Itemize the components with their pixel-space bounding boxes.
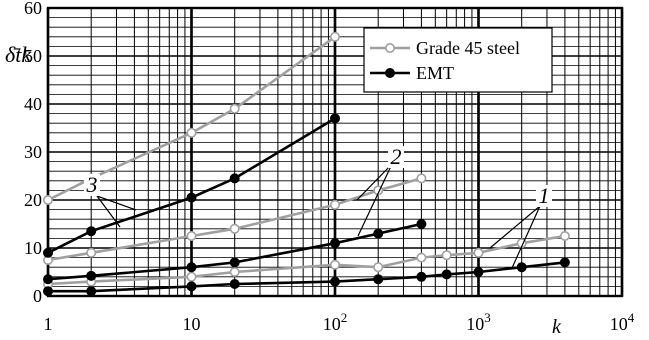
y-tick-label: 40 xyxy=(24,94,42,114)
y-tick-labels: 0 10 20 30 40 50 60 xyxy=(24,0,42,306)
x-tick-labels: 1 10 102 103 104 xyxy=(44,310,635,334)
group-2-label: 2 xyxy=(391,144,402,169)
emt-group-1-point xyxy=(473,266,484,277)
steel-group-3-point xyxy=(229,103,240,114)
emt-group-2-point xyxy=(186,262,197,273)
group-3-label: 3 xyxy=(86,172,98,197)
x-axis-label: k xyxy=(552,316,562,338)
emt-group-3-point xyxy=(86,226,97,237)
y-axis-label: δ̄tk xyxy=(5,42,32,67)
emt-group-1-point xyxy=(42,286,53,297)
steel-group-2-point xyxy=(229,223,240,234)
emt-group-3-point xyxy=(229,173,240,184)
emt-group-1-point xyxy=(229,278,240,289)
steel-group-2-point xyxy=(329,199,340,210)
emt-group-1-point xyxy=(441,269,452,280)
y-tick-label: 0 xyxy=(33,286,42,306)
emt-group-1-point xyxy=(186,281,197,292)
x-tick-label: 1 xyxy=(44,314,53,334)
steel-group-3-point xyxy=(42,195,53,206)
steel-group-1-point xyxy=(441,250,452,261)
emt-group-2-point xyxy=(229,257,240,268)
steel-group-3-point xyxy=(329,31,340,42)
group-3-label-bg xyxy=(84,174,100,196)
steel-group-1-point xyxy=(473,247,484,258)
x-tick-label: 102 xyxy=(323,310,348,334)
emt-group-1-point xyxy=(86,286,97,297)
steel-group-1-point xyxy=(559,231,570,242)
emt-group-2-point xyxy=(416,219,427,230)
emt-group-2-point xyxy=(42,274,53,285)
steel-group-2-point xyxy=(416,173,427,184)
x-tick-label: 10 xyxy=(183,314,201,334)
legend-item-emt-label: EMT xyxy=(416,63,454,83)
steel-group-2-point xyxy=(186,231,197,242)
legend-item-steel-marker xyxy=(384,42,395,53)
series-layer xyxy=(42,31,570,297)
legend-box xyxy=(363,27,553,93)
emt-group-2-point xyxy=(329,238,340,249)
group-3-leader xyxy=(96,195,137,211)
legend-item-steel-label: Grade 45 steel xyxy=(416,38,520,58)
y-tick-label: 20 xyxy=(24,190,42,210)
y-tick-label: 60 xyxy=(24,0,42,18)
steel-group-1-point xyxy=(373,262,384,273)
emt-group-1-point xyxy=(416,271,427,282)
emt-group-1-point xyxy=(329,276,340,287)
emt-group-2-point xyxy=(86,270,97,281)
emt-group-1-point xyxy=(516,262,527,273)
legend: Grade 45 steel EMT xyxy=(363,27,553,93)
group-1-leader xyxy=(489,205,541,249)
emt-group-3-point xyxy=(186,192,197,203)
emt-group-1-point xyxy=(373,274,384,285)
steel-group-3-point xyxy=(186,127,197,138)
y-tick-label: 50 xyxy=(24,46,42,66)
group-annotations: 3 2 1 xyxy=(84,144,552,269)
group-3-leader xyxy=(96,195,121,228)
x-tick-label: 103 xyxy=(466,310,491,334)
group-2-leader xyxy=(357,163,393,237)
steel-group-1-point xyxy=(186,271,197,282)
steel-group-1-point xyxy=(229,266,240,277)
emt-group-2-point xyxy=(373,228,384,239)
group-2-leader xyxy=(356,163,393,201)
steel-group-1-point xyxy=(416,252,427,263)
group-1-label-bg xyxy=(536,185,552,207)
steel-group-1-point xyxy=(329,259,340,270)
group-2-label-bg xyxy=(388,146,404,168)
steel-group-2-point xyxy=(86,247,97,258)
emt-group-1-point xyxy=(559,257,570,268)
y-tick-label: 30 xyxy=(24,142,42,162)
group-1-label: 1 xyxy=(539,183,550,208)
x-tick-label: 104 xyxy=(610,310,635,334)
plot-frame xyxy=(46,6,624,298)
y-tick-label: 10 xyxy=(24,238,42,258)
legend-item-emt-marker xyxy=(384,68,395,79)
group-1-leader xyxy=(511,205,541,269)
emt-group-3-point xyxy=(42,247,53,258)
emt-group-3-point xyxy=(329,113,340,124)
